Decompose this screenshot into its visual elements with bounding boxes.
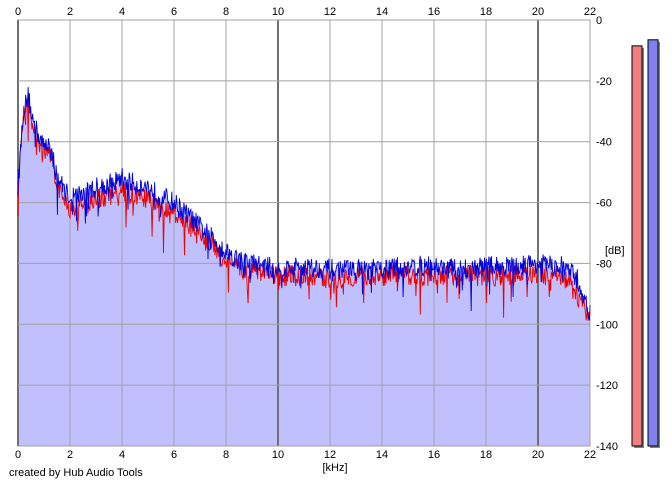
level-meters	[631, 39, 660, 449]
series-line-0	[17, 87, 591, 321]
x-tick-label-top: 8	[223, 6, 229, 18]
x-tick-label-top: 6	[171, 6, 177, 18]
y-tick-label: 0	[596, 15, 602, 27]
x-axis-label: [kHz]	[322, 462, 347, 474]
x-tick-label-bottom: 14	[376, 449, 388, 461]
spectrum-fill-layer	[18, 87, 590, 446]
x-tick-label-bottom: 6	[171, 449, 177, 461]
series-layer	[17, 87, 591, 321]
y-axis-label: [dB]	[605, 245, 625, 257]
grid-layer	[17, 19, 591, 447]
x-tick-label-top: 18	[480, 6, 492, 18]
x-tick-label-bottom: 16	[428, 449, 440, 461]
x-tick-label-bottom: 22	[584, 449, 596, 461]
level-meter-bar-1	[647, 39, 659, 447]
x-tick-label-bottom: 12	[324, 449, 336, 461]
y-tick-label: -100	[596, 319, 618, 331]
x-tick-label-bottom: 0	[15, 449, 21, 461]
level-meter-bar-0	[631, 45, 643, 447]
x-tick-label-top: 16	[428, 6, 440, 18]
spectrum-fill-area	[18, 87, 590, 446]
x-tick-label-bottom: 18	[480, 449, 492, 461]
x-tick-label-top: 20	[532, 6, 544, 18]
x-tick-label-bottom: 8	[223, 449, 229, 461]
x-tick-label-top: 12	[324, 6, 336, 18]
credit-text: created by Hub Audio Tools	[9, 467, 143, 479]
x-tick-label-bottom: 10	[272, 449, 284, 461]
x-tick-label-bottom: 20	[532, 449, 544, 461]
x-tick-label-top: 14	[376, 6, 388, 18]
x-tick-label-top: 0	[15, 6, 21, 18]
x-tick-label-top: 2	[67, 6, 73, 18]
y-tick-label: -60	[596, 198, 612, 210]
x-tick-label-bottom: 2	[67, 449, 73, 461]
y-tick-label: -120	[596, 380, 618, 392]
x-tick-label-top: 10	[272, 6, 284, 18]
y-tick-label: -40	[596, 137, 612, 149]
y-tick-label: -80	[596, 258, 612, 270]
y-axis-ticks: 0 -20 -40 -60 -80 -100 -120 -140	[596, 15, 618, 453]
y-tick-label: -140	[596, 441, 618, 453]
y-tick-label: -20	[596, 76, 612, 88]
x-tick-label-top: 22	[584, 6, 596, 18]
x-tick-label-bottom: 4	[119, 449, 125, 461]
x-tick-label-top: 4	[119, 6, 125, 18]
